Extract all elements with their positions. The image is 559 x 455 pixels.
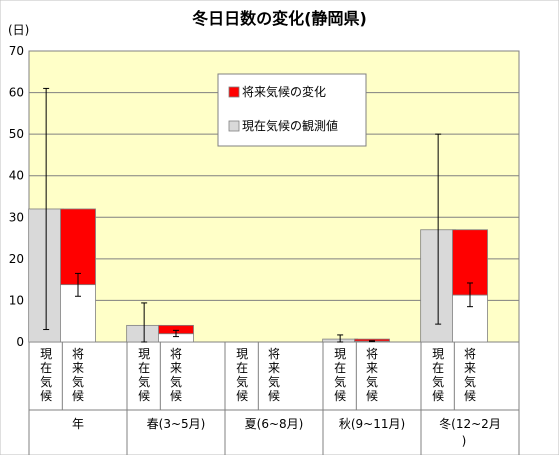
category-label-current-char: 候 bbox=[236, 389, 248, 403]
category-label-current: 現在気候 bbox=[236, 347, 248, 403]
category-label-current-char: 在 bbox=[138, 361, 150, 375]
bar-future-change bbox=[60, 208, 96, 286]
category-label-current-char: 候 bbox=[138, 389, 150, 403]
y-tick-label: 70 bbox=[9, 44, 24, 58]
legend-swatch bbox=[228, 86, 240, 98]
category-label-current-char: 在 bbox=[236, 361, 248, 375]
error-bar-future bbox=[75, 272, 81, 297]
legend-swatch bbox=[228, 120, 240, 132]
category-label-current-char: 現 bbox=[40, 347, 52, 361]
error-bar-current bbox=[43, 87, 50, 331]
category-label-current-char: 現 bbox=[138, 347, 150, 361]
category-label-current-char: 現 bbox=[334, 347, 346, 361]
y-tick-label: 0 bbox=[16, 335, 24, 349]
category-label-future-char: 来 bbox=[366, 361, 378, 375]
category-label-future-char: 候 bbox=[268, 389, 280, 403]
error-bar-current bbox=[141, 302, 148, 343]
category-label-future-char: 将 bbox=[72, 347, 84, 361]
group-label: 春(3~5月) bbox=[147, 417, 206, 431]
category-label-future-char: 候 bbox=[72, 389, 84, 403]
category-label-future-char: 候 bbox=[170, 389, 182, 403]
category-label-current-char: 気 bbox=[432, 374, 444, 389]
category-label-future: 将来気候 bbox=[268, 347, 280, 403]
category-label-future-char: 気 bbox=[464, 374, 476, 389]
group-label-line: 冬(12~2月 bbox=[439, 416, 501, 431]
category-label-future-char: 気 bbox=[170, 374, 182, 389]
category-label-future-char: 将 bbox=[268, 347, 280, 361]
category-label-future-char: 来 bbox=[464, 361, 476, 375]
y-tick-label: 20 bbox=[9, 252, 24, 266]
error-bar-current bbox=[337, 334, 344, 343]
category-label-future: 将来気候 bbox=[366, 347, 378, 403]
category-label-future: 将来気候 bbox=[72, 347, 84, 403]
category-label-current-char: 在 bbox=[334, 361, 346, 375]
category-label-future-char: 候 bbox=[366, 389, 378, 403]
category-label-current-char: 現 bbox=[432, 347, 444, 361]
category-label-current: 現在気候 bbox=[40, 347, 52, 403]
error-bar-current bbox=[435, 133, 442, 325]
group-label: 秋(9~11月) bbox=[339, 417, 405, 431]
category-label-current-char: 候 bbox=[40, 389, 52, 403]
category-label-future: 将来気候 bbox=[170, 347, 182, 403]
category-label-current: 現在気候 bbox=[138, 347, 150, 403]
error-bar-future bbox=[173, 329, 179, 338]
category-label-current-char: 在 bbox=[40, 361, 52, 375]
group-label: 冬(12~2月) bbox=[439, 416, 501, 448]
group-label: 夏(6~8月) bbox=[245, 417, 304, 431]
y-axis-label: (日) bbox=[8, 23, 29, 37]
group-label: 年 bbox=[72, 417, 84, 431]
category-label-current-char: 現 bbox=[236, 347, 248, 361]
category-label-future-char: 気 bbox=[366, 374, 378, 389]
category-label-future-char: 将 bbox=[366, 347, 378, 361]
category-label-future-char: 将 bbox=[464, 347, 476, 361]
category-label-current-char: 在 bbox=[432, 361, 444, 375]
category-label-future: 将来気候 bbox=[464, 347, 476, 403]
y-tick-label: 40 bbox=[9, 169, 24, 183]
error-bar-future bbox=[467, 282, 473, 308]
category-label-future-char: 候 bbox=[464, 389, 476, 403]
category-label-future-char: 気 bbox=[268, 374, 280, 389]
legend-box bbox=[217, 73, 367, 147]
category-label-current-char: 候 bbox=[432, 389, 444, 403]
category-label-current-char: 候 bbox=[334, 389, 346, 403]
group-label-line: ) bbox=[462, 434, 467, 448]
category-label-current-char: 気 bbox=[236, 374, 248, 389]
error-bar-future bbox=[369, 340, 375, 343]
category-label-current: 現在気候 bbox=[334, 347, 346, 403]
chart-title: 冬日日数の変化(静岡県) bbox=[192, 9, 367, 28]
legend-label: 将来気候の変化 bbox=[242, 84, 326, 99]
y-tick-label: 30 bbox=[9, 210, 24, 224]
legend-label: 現在気候の観測値 bbox=[242, 118, 338, 133]
category-label-future-char: 来 bbox=[72, 361, 84, 375]
category-label-current-char: 気 bbox=[334, 374, 346, 389]
y-tick-label: 50 bbox=[9, 127, 24, 141]
category-label-future-char: 将 bbox=[170, 347, 182, 361]
category-label-current: 現在気候 bbox=[432, 347, 444, 403]
y-tick-label: 60 bbox=[9, 86, 24, 100]
category-label-future-char: 気 bbox=[72, 374, 84, 389]
y-tick-label: 10 bbox=[9, 293, 24, 307]
category-label-current-char: 気 bbox=[40, 374, 52, 389]
category-label-current-char: 気 bbox=[138, 374, 150, 389]
category-label-future-char: 来 bbox=[268, 361, 280, 375]
category-label-future-char: 来 bbox=[170, 361, 182, 375]
